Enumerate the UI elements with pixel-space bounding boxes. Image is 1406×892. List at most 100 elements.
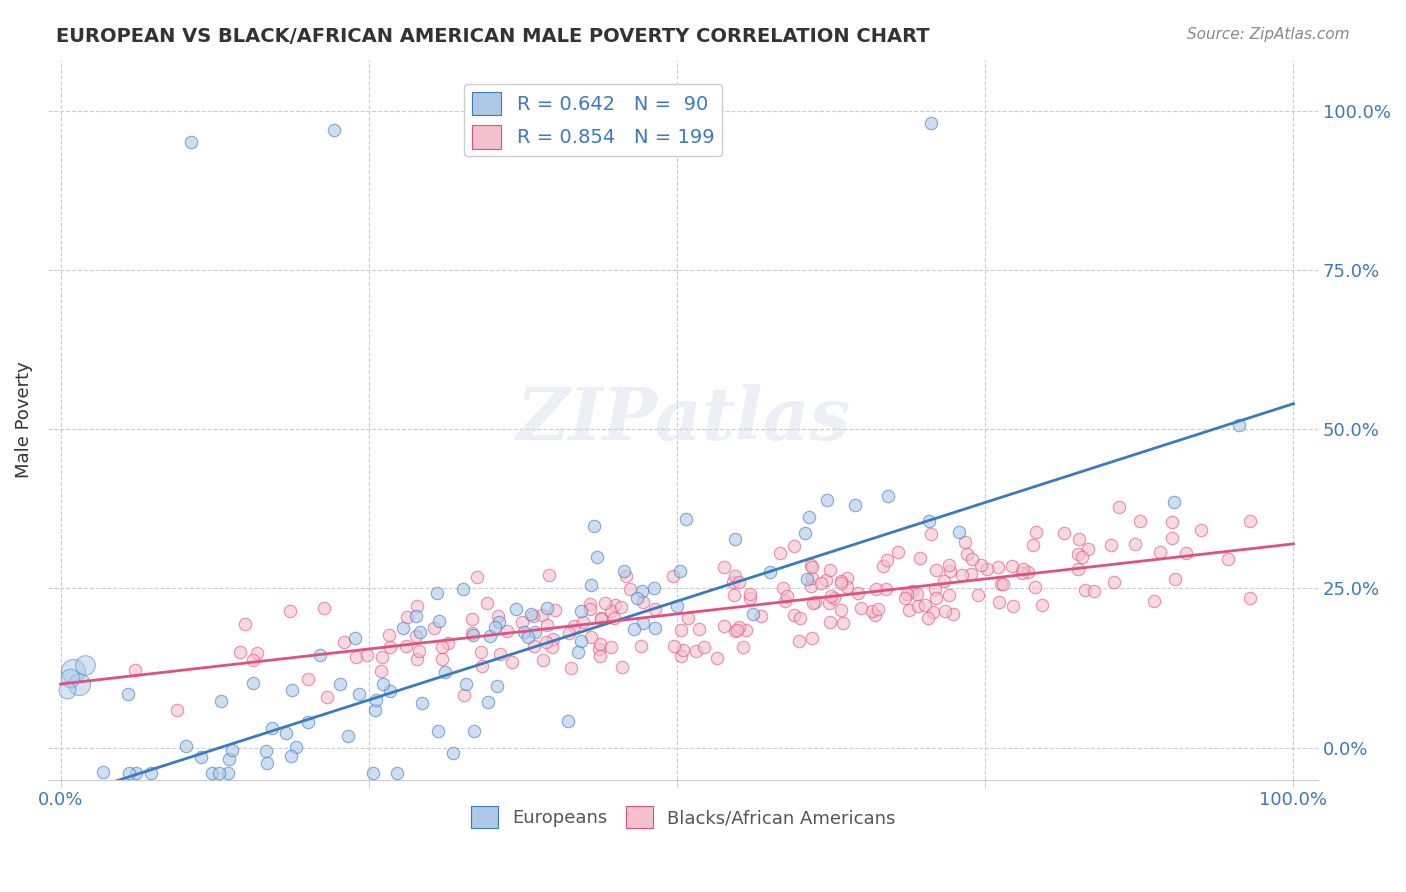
Point [918,514,941,528]
Point [409,625,432,640]
Point [276,726,298,740]
Point [1011,566,1033,580]
Point [579,578,602,592]
Point [950,568,973,582]
Point [233,617,256,632]
Point [522,609,544,624]
Point [309,648,332,662]
Point [586,549,609,564]
Point [364,703,387,717]
Point [966,588,988,602]
Point [610,599,633,614]
Point [731,640,754,655]
Point [1239,591,1261,605]
Point [1108,500,1130,514]
Point [371,649,394,664]
Point [672,642,695,657]
Point [1067,532,1090,546]
Point [456,677,478,691]
Point [820,615,842,629]
Point [1227,417,1250,432]
Point [938,588,960,602]
Point [993,577,1015,591]
Point [948,524,970,539]
Point [405,608,427,623]
Point [246,646,269,660]
Point [385,766,408,780]
Point [801,560,824,574]
Point [433,665,456,679]
Point [603,598,626,612]
Point [378,628,401,642]
Point [740,587,762,601]
Point [835,571,858,585]
Point [830,576,852,591]
Point [427,614,450,628]
Point [543,632,565,647]
Point [229,645,252,659]
Point [463,628,485,642]
Point [934,574,956,589]
Point [662,639,685,653]
Point [572,615,595,630]
Point [970,558,993,572]
Point [796,572,818,586]
Point [960,552,983,566]
Point [924,582,946,596]
Point [830,574,852,588]
Point [706,651,728,665]
Point [776,589,799,603]
Point [934,604,956,618]
Point [953,534,976,549]
Point [959,566,981,581]
Point [589,648,612,663]
Point [370,664,392,678]
Point [713,619,735,633]
Point [254,744,277,758]
Point [422,621,444,635]
Point [1164,572,1187,586]
Point [378,640,401,654]
Point [772,581,794,595]
Point [830,603,852,617]
Point [742,607,765,622]
Text: EUROPEAN VS BLACK/AFRICAN AMERICAN MALE POVERTY CORRELATION CHART: EUROPEAN VS BLACK/AFRICAN AMERICAN MALE … [56,27,929,45]
Point [392,621,415,635]
Point [278,604,301,618]
Point [1161,532,1184,546]
Point [437,636,460,650]
Point [676,611,699,625]
Point [876,553,898,567]
Point [643,581,665,595]
Point [801,571,824,585]
Point [922,605,945,619]
Point [316,690,339,704]
Point [614,568,637,582]
Point [280,749,302,764]
Point [139,766,162,780]
Point [242,676,264,690]
Point [626,591,648,605]
Point [724,624,747,639]
Point [453,689,475,703]
Y-axis label: Male Poverty: Male Poverty [15,361,32,478]
Point [815,492,838,507]
Point [62,665,84,679]
Point [569,633,592,648]
Point [738,591,761,605]
Point [118,766,141,780]
Point [461,612,484,626]
Point [562,619,585,633]
Point [1123,537,1146,551]
Point [530,607,553,622]
Point [465,570,488,584]
Point [361,766,384,780]
Point [537,567,560,582]
Point [201,766,224,780]
Point [579,597,602,611]
Point [685,644,707,658]
Point [693,640,716,654]
Point [1129,514,1152,528]
Point [735,623,758,637]
Point [337,729,360,743]
